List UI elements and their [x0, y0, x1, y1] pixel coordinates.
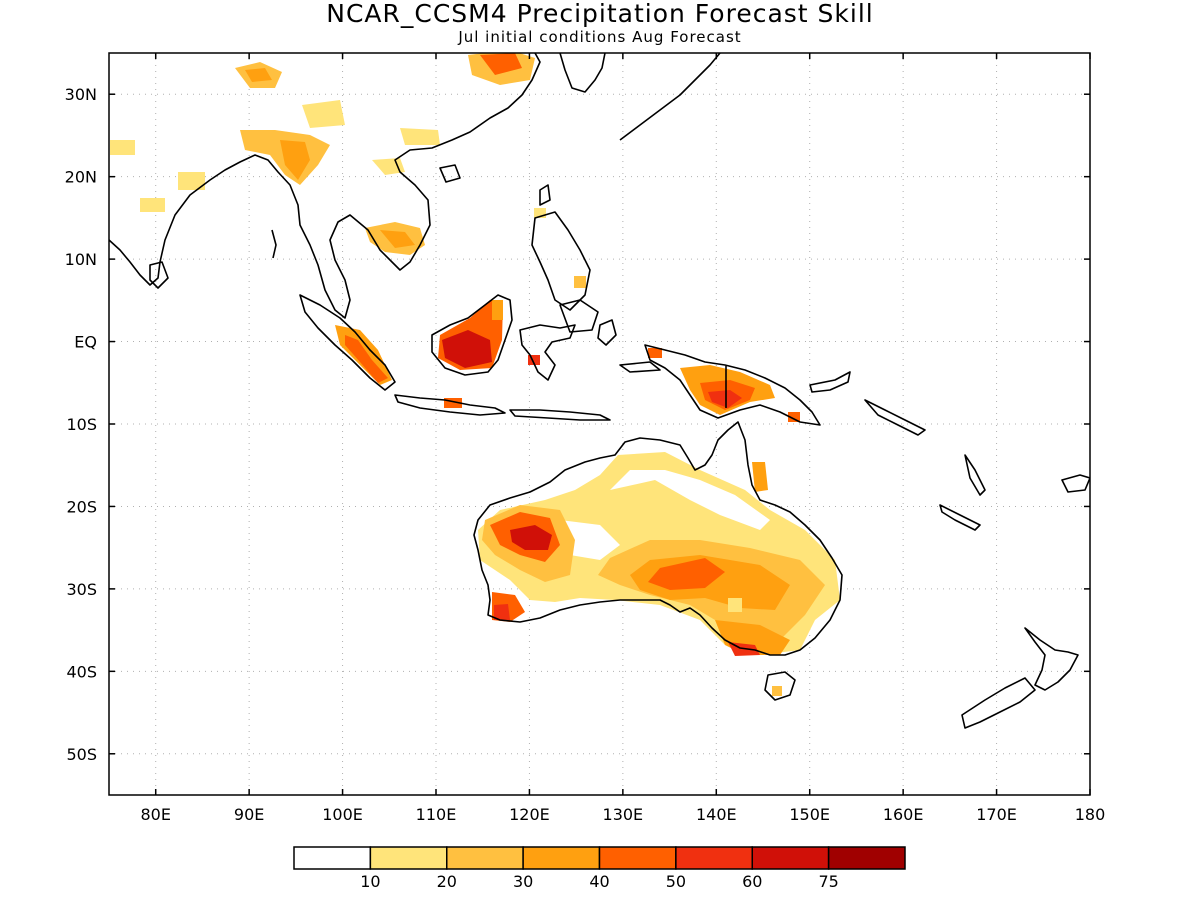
sumatra-skill-dark [345, 335, 388, 383]
sulawesi-coastline [519, 324, 576, 381]
ne-aus-skill [752, 462, 768, 492]
coastlines [109, 53, 1090, 729]
chart-subtitle: Jul initial conditions Aug Forecast [458, 28, 742, 46]
lat-label: 50S [66, 745, 97, 764]
seram-coastline [619, 361, 661, 373]
longitude-labels: 80E 90E 100E 110E 120E 130E 140E 150E 160E 170E 18… [140, 53, 1105, 824]
andaman-coastline [271, 229, 277, 259]
lat-label: 10N [65, 250, 97, 269]
china-central-skill [400, 128, 440, 145]
png-skill-60 [708, 390, 742, 408]
color-bar-label: 20 [437, 872, 457, 891]
color-bar-label: 30 [513, 872, 533, 891]
lon-label: 160E [883, 805, 924, 824]
color-bar-swatch [598, 846, 677, 870]
indochina-skill-dark [380, 230, 415, 248]
solomon-coastline [864, 399, 926, 436]
color-bar-legend: 10 20 30 40 50 60 75 [293, 846, 906, 891]
color-bar-label: 75 [818, 872, 838, 891]
aus-blank-mid [560, 520, 620, 560]
lon-label: 180 [1075, 805, 1106, 824]
color-bar-label: 60 [742, 872, 762, 891]
color-bar-swatch [522, 846, 601, 870]
borneo-skill-light [492, 300, 503, 320]
tibet-skill-dark [245, 68, 272, 82]
lon-label: 140E [696, 805, 737, 824]
philippines-skill [574, 276, 586, 288]
color-bar-swatch [446, 846, 524, 870]
asia-coastline [109, 53, 541, 319]
sumatra-coastline [299, 294, 396, 391]
aus-blank-se [728, 598, 742, 612]
vanuatu-coastline [964, 454, 986, 496]
lon-label: 150E [789, 805, 830, 824]
lon-label: 100E [322, 805, 363, 824]
japan-coastline [619, 53, 721, 141]
lon-label: 110E [416, 805, 457, 824]
china-tibet-east [302, 100, 345, 128]
color-bar-swatch [827, 846, 906, 870]
myanmar-skill-dark [280, 140, 310, 180]
lat-label: 10S [66, 415, 97, 434]
color-bar-label: 10 [360, 872, 380, 891]
skill-shading [110, 53, 840, 696]
map-gridlines [109, 53, 1090, 795]
taiwan-coastline [539, 184, 551, 206]
latitude-labels: 30N 20N 10N EQ 10S 20S 30S 40S 50S [65, 85, 1090, 764]
india-skill-3 [140, 198, 165, 212]
australia-coastline [473, 421, 843, 656]
waus-skill-60 [510, 525, 552, 550]
lesser-sunda-coastline [509, 409, 611, 421]
lat-label: 30S [66, 580, 97, 599]
halmahera-coastline [597, 319, 617, 346]
philippines-coastline [531, 211, 591, 311]
srilanka-coastline [149, 261, 169, 289]
color-bar-swatch [751, 846, 830, 870]
india-skill-1 [110, 140, 135, 155]
lat-label: 40S [66, 662, 97, 681]
nz-north-coastline [1024, 627, 1079, 691]
halmahera-skill [648, 348, 662, 358]
fiji-coastline [1061, 474, 1090, 493]
hainan-coastline [439, 164, 461, 183]
india-skill-2 [178, 172, 205, 190]
china-ne-skill-dark [480, 53, 522, 75]
lat-label: EQ [74, 333, 97, 352]
newbritain-coastline [809, 371, 851, 393]
color-bar-label: 50 [666, 872, 686, 891]
korea-coastline [559, 53, 606, 93]
lat-label: 20N [65, 168, 97, 187]
map-frame [108, 52, 1091, 796]
lat-label: 20S [66, 497, 97, 516]
lon-label: 120E [509, 805, 550, 824]
lon-label: 170E [976, 805, 1017, 824]
lon-label: 130E [603, 805, 644, 824]
lat-label: 30N [65, 85, 97, 104]
png-east-skill [788, 412, 800, 422]
newcaledonia-coastline [939, 504, 981, 531]
chart-title: NCAR_CCSM4 Precipitation Forecast Skill [326, 0, 874, 28]
color-bar-swatch [675, 846, 753, 870]
lon-label: 80E [140, 805, 170, 824]
tas-skill [772, 686, 782, 696]
java-coastline [394, 394, 506, 416]
aus-skill-40-50 [648, 558, 725, 590]
nz-south-coastline [961, 677, 1036, 729]
color-bar-label: 40 [589, 872, 609, 891]
tasmania-coastline [764, 671, 796, 701]
aus-blank-north [610, 470, 770, 530]
borneo-coastline [431, 294, 513, 376]
lon-label: 90E [234, 805, 264, 824]
sw-aus-skill-dark [494, 604, 510, 620]
borneo-skill-60 [442, 330, 492, 368]
newguinea-coastline [644, 344, 821, 426]
mindanao-coastline [559, 299, 599, 333]
color-bar-swatch [369, 846, 448, 870]
color-bar-swatch [293, 846, 372, 870]
